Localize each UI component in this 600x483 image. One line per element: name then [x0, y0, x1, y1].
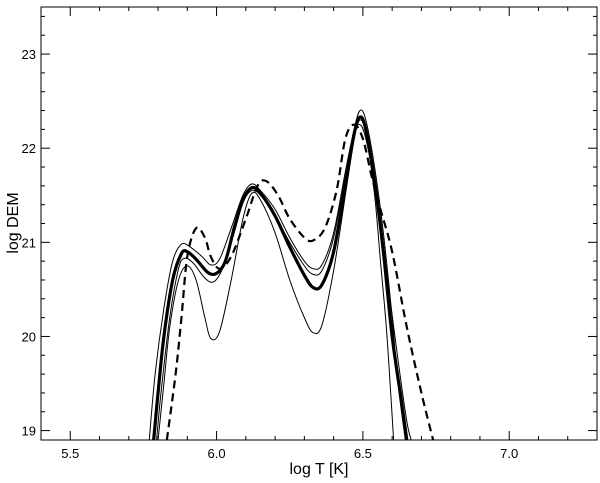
x-tick-label: 5.5 [61, 446, 79, 461]
y-axis-title: log DEM [5, 192, 22, 253]
x-axis-title: log T [K] [290, 461, 349, 478]
x-tick-label: 6.0 [208, 446, 226, 461]
y-tick-label: 19 [22, 424, 36, 439]
series-line-dashed [165, 123, 435, 440]
y-tick-label: 23 [22, 47, 36, 62]
series-lines [148, 109, 435, 440]
x-tick-label: 6.5 [354, 446, 372, 461]
y-tick-label: 20 [22, 329, 36, 344]
y-tick-label: 22 [22, 141, 36, 156]
plot-frame [40, 6, 598, 441]
tick-marks [40, 7, 598, 440]
series-line-thick [152, 115, 409, 440]
series-line-thin [148, 109, 406, 440]
y-tick-label: 21 [22, 235, 36, 250]
tick-labels: 5.5 6.0 6.5 7.0 19 20 21 22 23 [22, 47, 519, 461]
series-line-thin [157, 119, 395, 440]
x-tick-label: 7.0 [500, 446, 518, 461]
